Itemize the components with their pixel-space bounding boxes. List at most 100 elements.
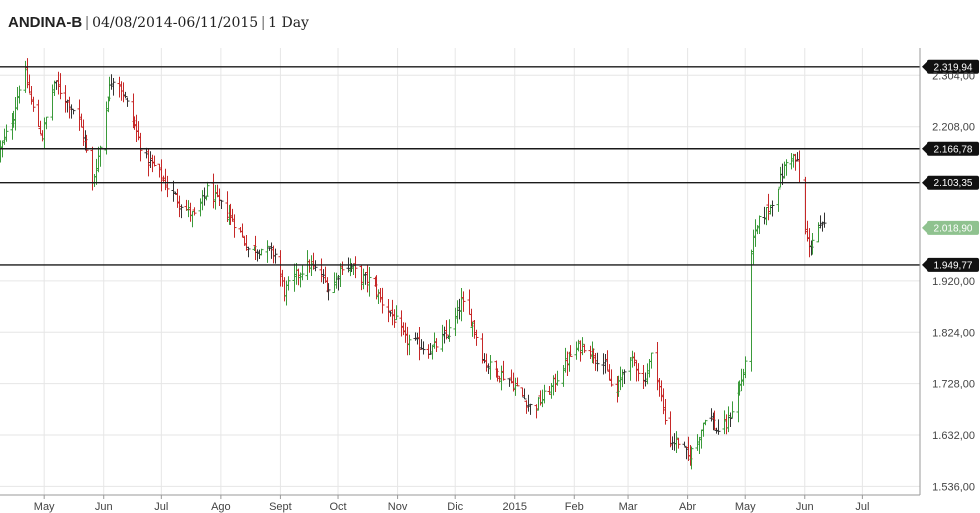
ohlc-bar <box>165 175 170 198</box>
ohlc-bars <box>0 58 827 470</box>
x-tick-label: Nov <box>388 501 408 513</box>
x-tick-label: 2015 <box>502 501 526 513</box>
x-tick-label: Oct <box>329 501 346 513</box>
ohlc-bar <box>622 369 627 385</box>
ohlc-bar <box>522 388 527 400</box>
x-tick-label: Jul <box>855 501 869 513</box>
ohlc-bar <box>286 276 291 291</box>
plot-area <box>0 48 920 495</box>
ohlc-bar <box>676 437 681 449</box>
ticker-symbol: ANDINA-B <box>8 14 83 31</box>
ohlc-bar <box>4 124 9 142</box>
ohlc-bar <box>784 159 789 176</box>
ohlc-bar <box>444 320 449 340</box>
level-tag-box <box>927 141 979 156</box>
ohlc-bar <box>689 446 694 470</box>
ohlc-bar <box>300 265 305 281</box>
level-tag-box <box>927 59 979 74</box>
axes: May Jun Jul Ago Sept Oct Nov Dic 2015 Feb Mar Abr Ma… <box>0 48 975 513</box>
header-separator: | <box>261 14 266 31</box>
ohlc-bar <box>340 261 345 276</box>
ohlc-bar <box>367 266 372 297</box>
level-tag-pointer <box>922 60 928 73</box>
x-tick-label: Jun <box>796 501 814 513</box>
x-tick-label: Abr <box>679 501 696 513</box>
ohlc-bar <box>555 370 560 386</box>
ohlc-bar <box>138 132 143 162</box>
ohlc-bar <box>447 319 452 342</box>
ohlc-bar <box>636 363 641 382</box>
ohlc-bar <box>407 334 412 356</box>
chart-header: ANDINA-B | 04/08/2014-06/11/2015 | 1 Day <box>8 14 309 36</box>
x-tick-label: Feb <box>565 501 584 513</box>
ohlc-bar <box>810 232 815 255</box>
ohlc-bar <box>192 207 197 216</box>
ohlc-bar <box>259 248 264 256</box>
level-tag-box <box>927 175 979 190</box>
ohlc-bar <box>58 73 63 100</box>
x-tick-label: May <box>34 501 55 513</box>
ohlc-bar <box>528 403 533 415</box>
level-tag-box <box>927 257 979 272</box>
level-tag-label: 2.166,78 <box>934 144 973 155</box>
ohlc-bar <box>582 344 587 353</box>
level-lines: 2.319,94 2.166,78 2.103,35 1.949,77 2.018,90 <box>0 59 979 272</box>
ohlc-bar <box>326 283 331 301</box>
ohlc-bar <box>205 181 210 197</box>
ohlc-bar <box>542 384 547 404</box>
ohlc-bar <box>152 155 157 167</box>
ohlc-bar <box>240 223 245 238</box>
ohlc-bar <box>595 352 600 372</box>
x-tick-label: Sept <box>269 501 292 513</box>
level-tag-label: 2.319,94 <box>934 62 973 73</box>
ohlc-bar <box>71 109 76 115</box>
x-tick-label: Dic <box>447 501 463 513</box>
ohlc-bar <box>17 85 22 104</box>
header-separator: | <box>85 14 90 31</box>
ohlc-bar <box>232 214 237 238</box>
ohlc-bar <box>44 116 49 130</box>
ohlc-bar <box>663 399 668 425</box>
grid-layer <box>0 48 920 495</box>
ohlc-bar <box>649 352 654 369</box>
y-tick-label: 1.824,00 <box>932 327 975 339</box>
ohlc-bar <box>265 240 270 263</box>
y-tick-label: 1.920,00 <box>932 276 975 288</box>
x-tick-label: May <box>735 501 756 513</box>
ohlc-bar <box>246 246 251 258</box>
level-tag-pointer <box>922 142 928 155</box>
ohlc-bar <box>682 441 687 447</box>
ohlc-bar <box>568 345 573 357</box>
last-price-tag-box <box>927 220 979 235</box>
level-tag-pointer <box>922 176 928 189</box>
ohlc-bar <box>111 78 116 96</box>
y-tick-label: 1.536,00 <box>932 481 975 493</box>
level-tag-pointer <box>922 258 928 271</box>
ohlc-bar <box>31 96 36 112</box>
ohlc-bar <box>179 204 184 219</box>
x-tick-label: Jul <box>154 501 168 513</box>
ohlc-bar <box>515 377 520 387</box>
ohlc-bar <box>488 354 493 380</box>
ohlc-bar <box>461 291 466 312</box>
ohlc-bar <box>392 309 397 328</box>
ohlc-bar <box>728 412 733 428</box>
x-tick-label: Mar <box>619 501 638 513</box>
ohlc-bar <box>716 419 721 435</box>
level-tag-label: 1.949,77 <box>934 260 973 271</box>
ohlc-bar <box>632 352 637 367</box>
x-tick-label: Ago <box>211 501 231 513</box>
ohlc-bar <box>770 200 775 217</box>
ohlc-bar <box>730 401 735 418</box>
level-tag-label: 2.103,35 <box>934 178 973 189</box>
ohlc-bar <box>219 199 224 210</box>
last-price-tag-label: 2.018,90 <box>934 223 973 234</box>
ohlc-bar <box>822 212 827 228</box>
last-price-tag-pointer <box>922 221 928 234</box>
ohlc-bar <box>776 188 781 212</box>
ohlc-bar <box>743 356 748 379</box>
y-tick-label: 1.728,00 <box>932 379 975 391</box>
ohlc-bar <box>394 305 399 321</box>
interval-label: 1 Day <box>268 15 309 31</box>
